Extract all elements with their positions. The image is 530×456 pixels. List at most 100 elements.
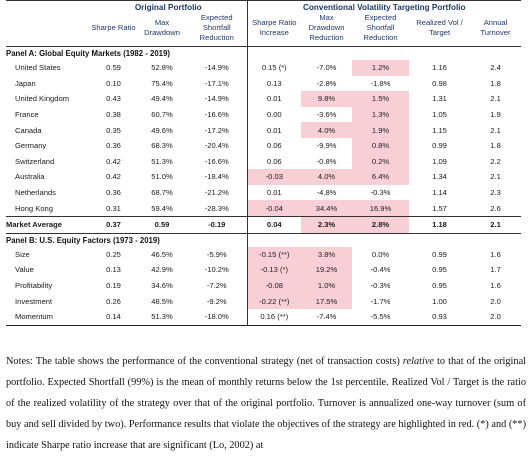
row-label: Australia [15,172,45,182]
table-cell: 16.9% [352,200,410,217]
table-cell: 0.10 [106,78,121,88]
column-header: Expected Shortfall Reduction [187,13,248,47]
row-label: United Kingdom [15,94,70,104]
table-cell: -0.19 [187,215,248,234]
row-label: Japan [15,78,36,88]
table-cell: 1.7 [490,265,501,275]
table-cell: 0.06 [246,137,302,154]
table-cell: 0.98 [432,78,447,88]
table-cell: -7.2% [206,281,227,291]
row-label: Profitability [15,281,53,291]
table-cell: 1.34 [432,172,447,182]
table-row: Investment 0.26 48.5% -9.2% -0.22 (**) 17.5% -… [6,293,521,309]
table-cell: 60.7% [151,110,173,120]
table-cell: 0.14 [90,308,137,326]
row-label: Switzerland [15,156,55,166]
table-row: Canada 0.35 49.6% -17.2% 0.01 4.0% 1.9% 1.15 2.1 [6,122,521,138]
table-cell: 2.1 [470,215,522,234]
table-cell: 0.16 (**) [246,308,302,326]
table-cell: -4.8% [316,188,337,198]
table-cell: 0.99 [432,249,447,259]
table-cell: 0.8% [352,137,410,154]
table-cell: 0.01 [246,184,302,201]
table-cell: 0.37 [90,215,137,234]
table-cell: 42.9% [151,265,173,275]
row-label: Germany [15,141,47,151]
table-cell: 2.8% [352,215,410,234]
table-cell: -7.4% [301,308,353,326]
table-cell: 1.09 [432,156,447,166]
group-header-cvt: Conventional Volatility Targeting Portfo… [246,0,522,13]
table-cell: 34.6% [151,281,173,291]
table-cell: 46.5% [151,249,173,259]
panel-b-body: Panel B: U.S. Equity Factors (1973 - 201… [6,232,522,326]
table-cell: 2.2 [490,156,501,166]
table-cell: -14.9% [204,63,229,73]
table-cell: -0.3% [370,188,391,198]
panel-b-title-row: Panel B: U.S. Equity Factors (1973 - 201… [6,232,522,247]
table-cell: -0.3% [370,281,391,291]
table-cell: -20.4% [204,141,229,151]
table-cell: 2.3 [490,188,501,198]
table-cell: 0.59 [137,215,187,234]
table-cell: -9.2% [206,296,227,306]
table-cell: -1.7% [370,296,391,306]
table-row: Value 0.13 42.9% -10.2% -0.13 (*) 19.2% -0.4% 0… [6,262,521,278]
table-row: Germany 0.36 68.3% -20.4% 0.06 -9.9% 0.8% 0.99 1… [6,137,521,154]
table-cell: 1.3% [352,106,410,123]
table-cell: 51.3% [137,308,187,326]
table-cell: -0.04 [246,200,302,217]
table-cell: 0.00 [246,106,302,123]
table-cell: 0.95 [432,265,447,275]
table-cell: 1.57 [432,203,447,213]
table-cell: 1.16 [432,63,447,73]
table-cell: -17.2% [204,125,229,135]
table-cell: 2.0 [490,296,501,306]
table-cell: 52.8% [151,63,173,73]
table-cell: -18.0% [187,308,248,326]
performance-table: Original Portfolio Conventional Volatili… [6,0,522,326]
table-cell: -16.6% [204,156,229,166]
table-cell: 2.3% [301,215,353,234]
table-cell: 0.31 [106,203,121,213]
table-cell: -17.1% [204,78,229,88]
table-cell: 75.4% [151,78,173,88]
table-cell: -0.4% [370,265,391,275]
row-label: Investment [15,296,53,306]
column-header: Max Drawdown [137,13,187,47]
table-cell: 0.2% [352,153,410,170]
table-cell: -16.6% [204,110,229,120]
column-header: Sharpe Ratio [90,13,137,47]
column-header: Expected Shortfall Reduction [352,13,410,47]
table-cell: 1.18 [409,215,471,234]
table-cell: 1.31 [432,94,447,104]
table-cell: 4.0% [301,169,353,185]
column-header-row: Sharpe Ratio Max Drawdown Expected Short… [6,13,522,47]
table-cell: 49.6% [151,125,173,135]
row-label: France [15,110,39,120]
panel-a-title: Panel A: Global Equity Markets (1982 - 2… [6,49,170,58]
table-cell: -0.03 [246,169,302,185]
table-cell: 0.15 (*) [246,60,302,76]
table-cell: 1.6 [490,249,501,259]
table-cell: 51.3% [151,156,173,166]
table-cell: 2.1 [490,172,501,182]
table-row: Profitability 0.19 34.6% -7.2% -0.08 1.0% -0.3… [6,277,521,294]
table-cell: -21.2% [204,188,229,198]
table-cell: 1.8 [490,78,501,88]
table-cell: 0.36 [106,141,121,151]
table-cell: 19.2% [301,262,353,278]
table-row: Netherlands 0.36 68.7% -21.2% 0.01 -4.8% -0.3%… [6,184,521,201]
table-cell: 0.13 [246,75,302,92]
column-header [6,13,90,47]
table-cell: 0.25 [106,249,121,259]
table-cell: 0.04 [246,215,302,234]
table-cell: -7.0% [316,63,337,73]
group-header-row: Original Portfolio Conventional Volatili… [6,0,522,13]
table-cell: 0.19 [106,281,121,291]
table-cell: 1.9 [490,110,501,120]
row-label: Market Average [6,215,90,234]
table-cell: 2.6 [490,203,501,213]
table-row: United Kingdom 0.43 49.4% -14.9% 0.01 9.8% 1.5… [6,91,521,107]
table-cell: 1.5% [352,91,410,107]
